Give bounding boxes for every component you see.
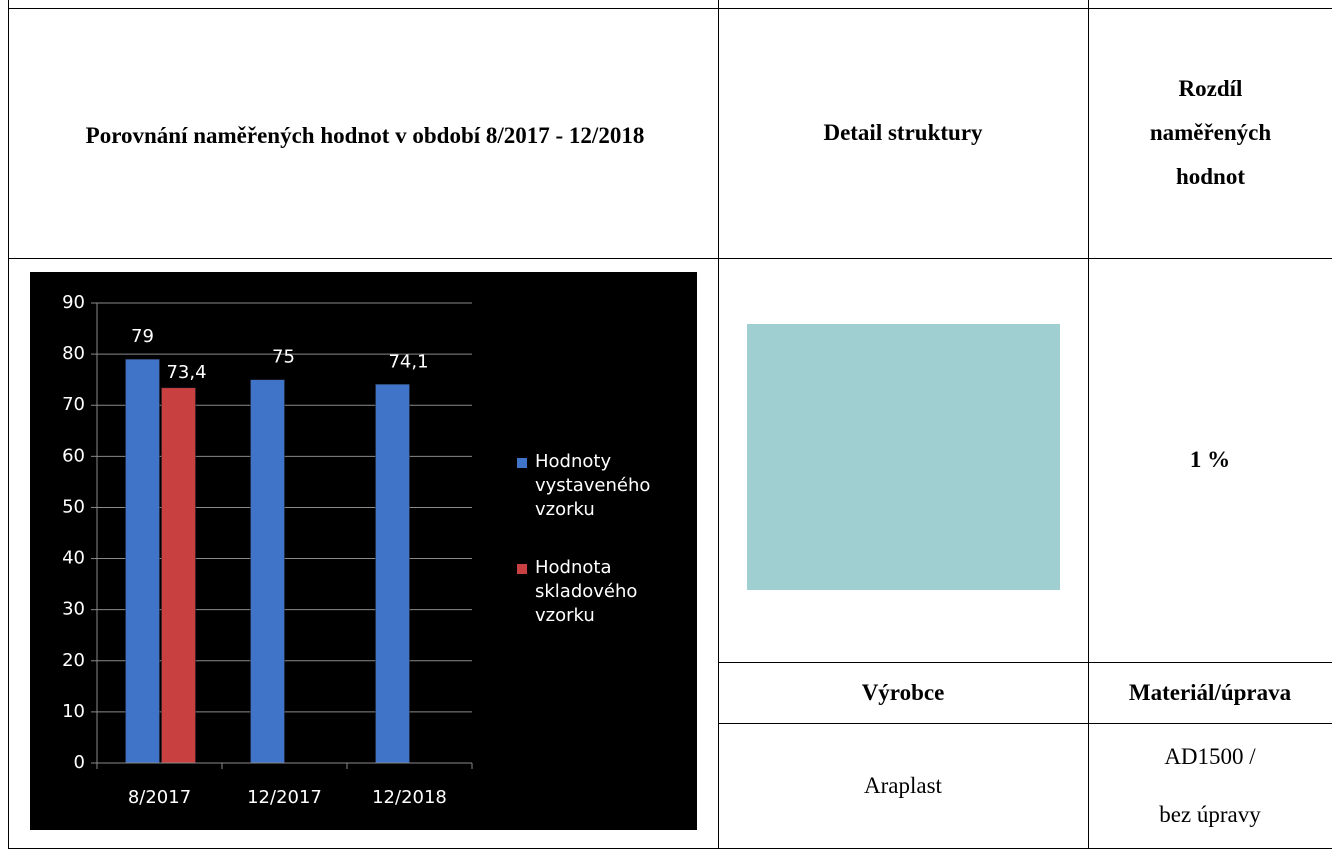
subheader-cell: Výrobce: [861, 679, 945, 705]
border: [1088, 0, 1089, 849]
border: [718, 0, 719, 849]
chart-svg: 0 10 20 30 40 50 60 70 80 90 8/2017 79 73,4 12/2017 75…: [62, 292, 527, 808]
y-tick-label: 20: [62, 650, 85, 671]
border: [718, 723, 1332, 724]
y-tick-label: 70: [62, 394, 85, 415]
material-line: bez úpravy: [1159, 801, 1261, 827]
header-cell: Porovnání naměřených hodnot v období 8/2…: [85, 122, 645, 148]
border: [8, 258, 1332, 259]
data-label: 75: [272, 347, 295, 368]
x-tick-label: 12/2017: [247, 787, 322, 808]
x-tick-label: 12/2018: [372, 787, 447, 808]
y-tick-label: 10: [62, 701, 85, 722]
legend-label: Hodnota skladového vzorku: [535, 557, 638, 626]
header-cell: Rozdíl naměřených hodnot: [1149, 76, 1272, 189]
bar: [375, 384, 410, 764]
y-tick-label: 90: [62, 292, 85, 313]
bar: [250, 379, 285, 764]
y-tick-label: 30: [62, 599, 85, 620]
border: [8, 8, 1332, 9]
subheader-cell: Materiál/úprava: [1128, 679, 1292, 705]
structure-image: [747, 324, 1060, 590]
y-tick-label: 0: [74, 752, 85, 773]
legend-swatch: [517, 564, 527, 574]
x-tick-label: 8/2017: [128, 787, 191, 808]
difference: 1 %: [1189, 447, 1231, 472]
border: [8, 0, 9, 849]
manufacturer: Araplast: [864, 772, 942, 798]
border: [8, 848, 1332, 849]
bar: [125, 358, 160, 764]
material: AD1500 / bez úpravy: [1088, 723, 1332, 848]
border: [718, 662, 1332, 663]
legend-swatch: [517, 458, 527, 468]
data-label: 74,1: [388, 351, 428, 372]
y-tick-label: 60: [62, 445, 85, 466]
bar: [161, 387, 196, 764]
data-label: 79: [131, 326, 154, 347]
y-tick-label: 80: [62, 343, 85, 364]
material-line: AD1500 /: [1164, 743, 1256, 769]
data-label: 73,4: [166, 362, 206, 383]
legend-label: Hodnoty vystaveného vzorku: [535, 451, 651, 520]
y-tick-label: 40: [62, 548, 85, 569]
y-tick-label: 50: [62, 496, 85, 517]
chart: 0 10 20 30 40 50 60 70 80 90 8/2017 79 73,4 12/2017 75…: [30, 272, 697, 830]
header-cell: Detail struktury: [823, 120, 983, 145]
